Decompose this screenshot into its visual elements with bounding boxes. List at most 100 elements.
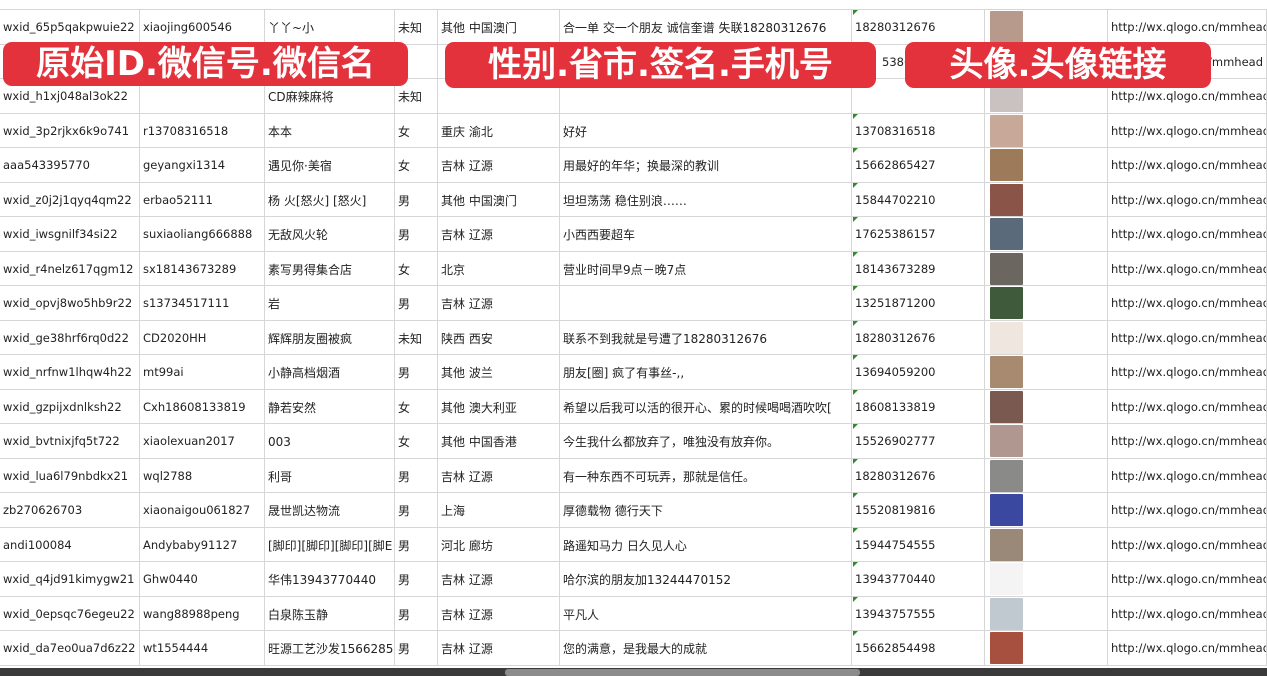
cell-avatar[interactable] [985,113,1108,148]
cell-sign[interactable]: 用最好的年华；换最深的教训 [560,148,852,183]
cell-phone[interactable]: 13708316518 [852,113,985,148]
cell-wechat[interactable]: xiaojing600546 [140,10,265,45]
cell-url[interactable]: http://wx.qlogo.cn/mmhead [1108,217,1267,252]
cell-sign[interactable]: 好好 [560,113,852,148]
cell-region[interactable]: 其他 中国澳门 [438,182,560,217]
cell-wechat[interactable]: Ghw0440 [140,562,265,597]
cell-gender[interactable]: 男 [395,458,438,493]
cell-url[interactable]: http://wx.qlogo.cn/mmhead [1108,286,1267,321]
cell-name[interactable]: CD麻辣麻将 [265,79,395,114]
cell-url[interactable]: http://wx.qlogo.cn/mmhead [1108,113,1267,148]
cell-url[interactable]: http://wx.qlogo.cn/mmhead [1108,631,1267,666]
cell-id[interactable]: wxid_ge38hrf6rq0d22 [0,320,140,355]
cell-gender[interactable]: 男 [395,562,438,597]
cell-phone[interactable]: 13943770440 [852,562,985,597]
cell-wechat[interactable]: xiaolexuan2017 [140,424,265,459]
cell-gender[interactable]: 女 [395,113,438,148]
cell-region[interactable]: 重庆 渝北 [438,113,560,148]
cell-phone[interactable]: 13943757555 [852,596,985,631]
cell-url[interactable]: http://wx.qlogo.cn/mmhead [1108,182,1267,217]
cell-sign[interactable]: 有一种东西不可玩弄，那就是信任。 [560,458,852,493]
cell-region[interactable]: 吉林 辽源 [438,458,560,493]
cell-name[interactable]: 辉辉朋友圈被疯 [265,320,395,355]
cell-avatar[interactable] [985,458,1108,493]
cell-region[interactable]: 上海 [438,493,560,528]
cell-id[interactable]: wxid_z0j2j1qyq4qm22 [0,182,140,217]
cell-gender[interactable]: 男 [395,182,438,217]
cell-wechat[interactable]: Andybaby91127 [140,527,265,562]
cell-wechat[interactable]: mt99ai [140,355,265,390]
cell-region[interactable]: 吉林 辽源 [438,217,560,252]
cell-name[interactable]: 素写男得集合店 [265,251,395,286]
cell-name[interactable]: 小静高档烟酒 [265,355,395,390]
cell-id[interactable]: wxid_bvtnixjfq5t722 [0,424,140,459]
cell-sign[interactable]: 平凡人 [560,596,852,631]
cell-url[interactable]: http://wx.qlogo.cn/mmhead [1108,596,1267,631]
cell-sign[interactable]: 希望以后我可以活的很开心、累的时候喝喝酒吹吹[ [560,389,852,424]
cell-wechat[interactable]: geyangxi1314 [140,148,265,183]
cell-id[interactable]: wxid_65p5qakpwuie22 [0,10,140,45]
cell-avatar[interactable] [985,562,1108,597]
cell-url[interactable]: http://wx.qlogo.cn/mmhead [1108,148,1267,183]
cell-phone[interactable]: 15662854498 [852,631,985,666]
cell-region[interactable]: 吉林 辽源 [438,562,560,597]
cell-gender[interactable] [395,44,438,79]
cell-phone[interactable]: 15526902777 [852,424,985,459]
cell-sign[interactable]: 路遥知马力 日久见人心 [560,527,852,562]
cell-name[interactable]: 丫丫~小 [265,10,395,45]
cell-phone[interactable]: 18280312676 [852,320,985,355]
cell-region[interactable]: 其他 中国香港 [438,424,560,459]
cell-wechat[interactable]: erbao52111 [140,182,265,217]
cell-region[interactable]: 其他 澳大利亚 [438,389,560,424]
cell-name[interactable]: 华伟13943770440 [265,562,395,597]
cell-url[interactable]: http://wx.qlogo.cn/mmhead [1108,389,1267,424]
cell-phone[interactable]: 13251871200 [852,286,985,321]
cell-gender[interactable]: 男 [395,596,438,631]
cell-url[interactable]: http://wx.qlogo.cn/mmhead [1108,10,1267,45]
cell-gender[interactable]: 女 [395,424,438,459]
cell-avatar[interactable] [985,424,1108,459]
cell-id[interactable]: wxid_iwsgnilf34si22 [0,217,140,252]
cell-wechat[interactable]: suxiaoliang666888 [140,217,265,252]
cell-region[interactable]: 其他 中国澳门 [438,10,560,45]
cell-avatar[interactable] [985,389,1108,424]
cell-name[interactable]: 003 [265,424,395,459]
cell-wechat[interactable]: r13708316518 [140,113,265,148]
cell-gender[interactable]: 男 [395,286,438,321]
cell-id[interactable]: wxid_gzpijxdnlksh22 [0,389,140,424]
cell-id[interactable]: wxid_da7eo0ua7d6z22 [0,631,140,666]
cell-phone[interactable]: 15944754555 [852,527,985,562]
cell-gender[interactable]: 未知 [395,320,438,355]
cell-phone[interactable]: 18280312676 [852,10,985,45]
cell-gender[interactable]: 未知 [395,79,438,114]
cell-region[interactable]: 北京 [438,251,560,286]
cell-region[interactable]: 吉林 辽源 [438,596,560,631]
cell-id[interactable]: wxid_h1xj048al3ok22 [0,79,140,114]
cell-avatar[interactable] [985,10,1108,45]
horizontal-scrollbar[interactable] [505,669,860,676]
cell-name[interactable]: 遇见你·美宿 [265,148,395,183]
cell-sign[interactable]: 哈尔滨的朋友加13244470152 [560,562,852,597]
cell-sign[interactable]: 联系不到我就是号遭了18280312676 [560,320,852,355]
cell-id[interactable]: wxid_opvj8wo5hb9r22 [0,286,140,321]
cell-avatar[interactable] [985,631,1108,666]
cell-wechat[interactable]: sx18143673289 [140,251,265,286]
cell-name[interactable]: 静若安然 [265,389,395,424]
cell-region[interactable]: 吉林 辽源 [438,286,560,321]
cell-gender[interactable]: 女 [395,389,438,424]
cell-avatar[interactable] [985,355,1108,390]
cell-phone[interactable]: 13694059200 [852,355,985,390]
cell-id[interactable]: wxid_lua6l79nbdkx21 [0,458,140,493]
cell-gender[interactable]: 男 [395,527,438,562]
cell-name[interactable]: 无敌风火轮 [265,217,395,252]
cell-wechat[interactable]: Cxh18608133819 [140,389,265,424]
cell-id[interactable]: wxid_3p2rjkx6k9o741 [0,113,140,148]
cell-url[interactable]: http://wx.qlogo.cn/mmhead [1108,355,1267,390]
cell-name[interactable]: 利哥 [265,458,395,493]
cell-sign[interactable]: 营业时间早9点－晚7点 [560,251,852,286]
cell-avatar[interactable] [985,148,1108,183]
cell-name[interactable]: 岩 [265,286,395,321]
cell-name[interactable]: [脚印][脚印][脚印][脚E [265,527,395,562]
cell-url[interactable]: http://wx.qlogo.cn/mmhead [1108,251,1267,286]
cell-avatar[interactable] [985,493,1108,528]
